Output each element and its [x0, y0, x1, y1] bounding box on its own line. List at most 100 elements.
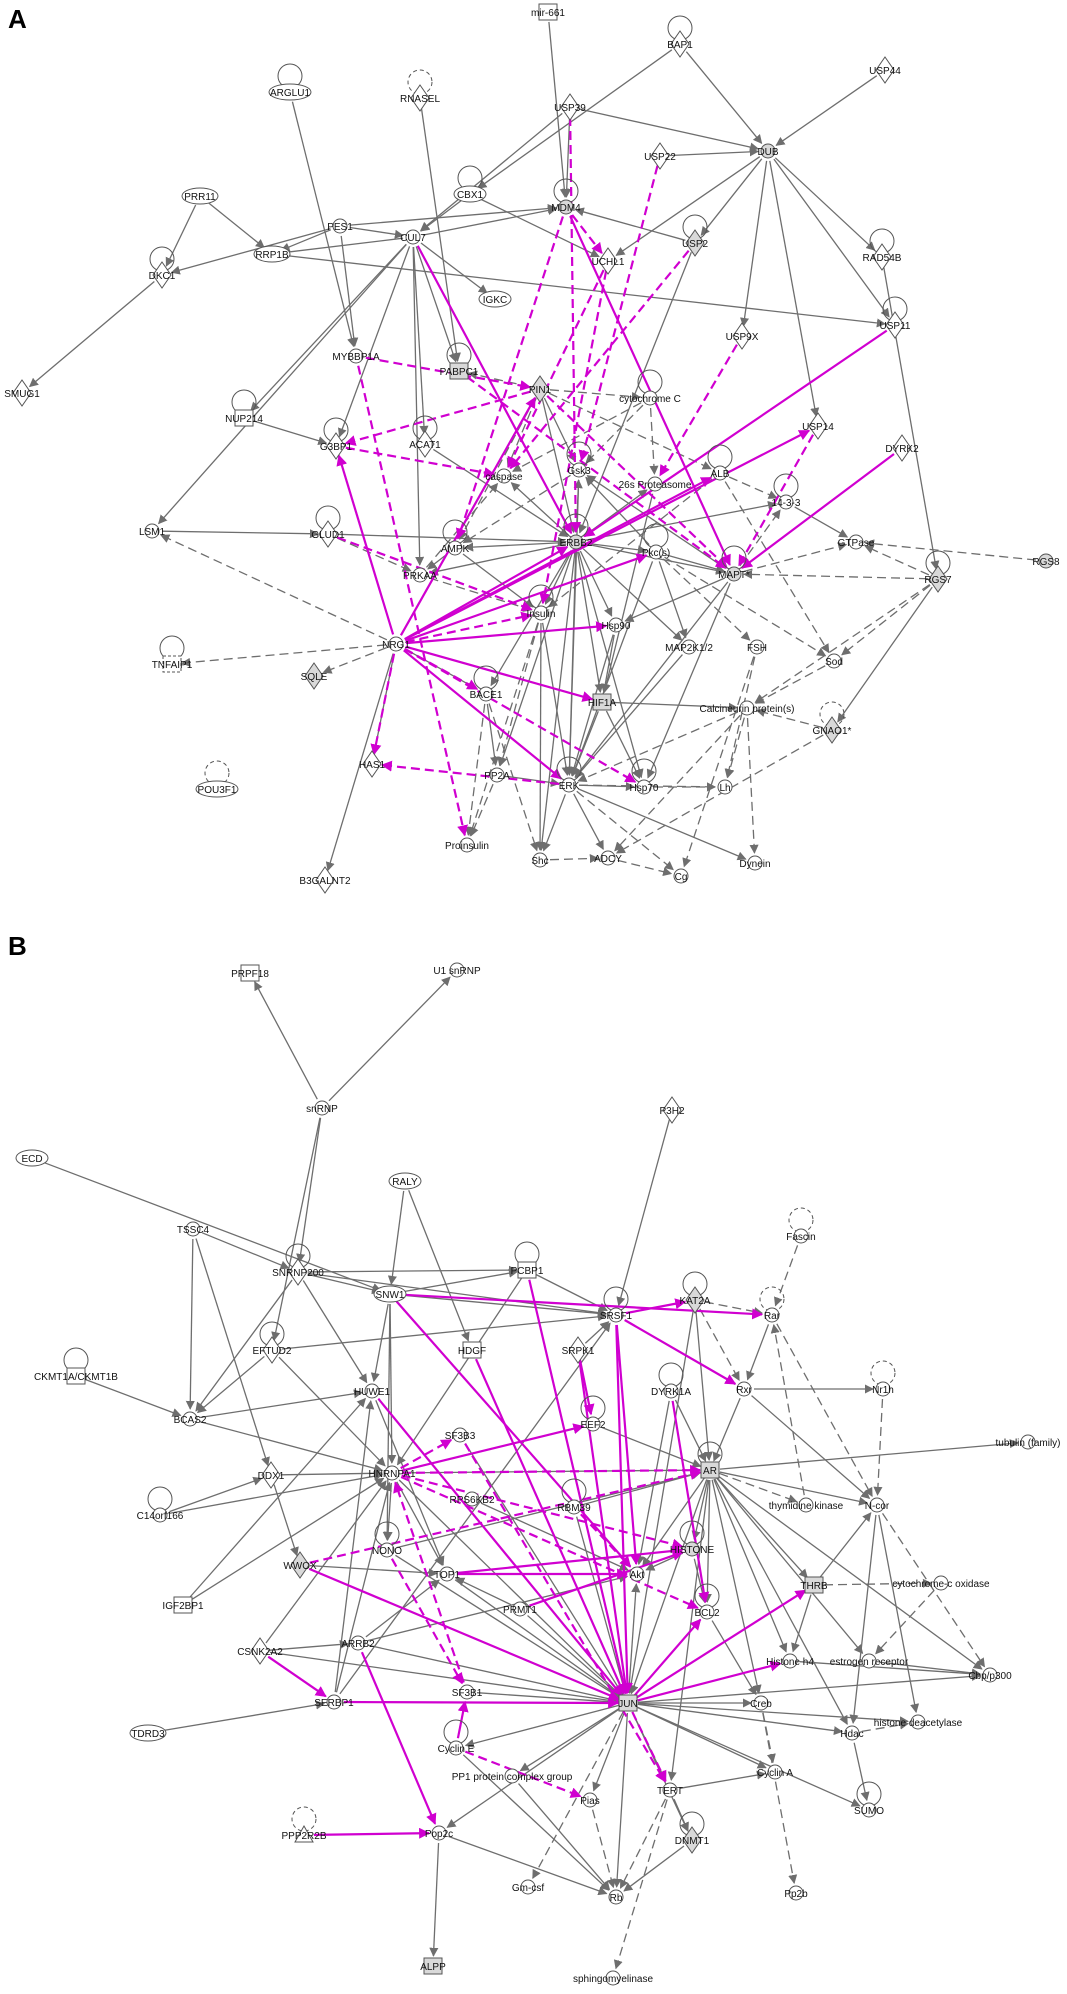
node-26s-proteasome[interactable]: 26s Proteasome — [619, 476, 692, 492]
node-gm-csf[interactable]: Gm-csf — [512, 1879, 544, 1895]
node-rgs8[interactable]: RGS8 — [1032, 553, 1060, 569]
node-pou3f1[interactable]: POU3F1 — [195, 760, 239, 798]
node-ar[interactable]: AR — [697, 1441, 723, 1479]
node-usp11[interactable]: USP11 — [880, 296, 911, 339]
node-rbm39[interactable]: RBM39 — [557, 1478, 591, 1515]
node-sod[interactable]: Sod — [825, 653, 843, 669]
node-rnasel[interactable]: RNASEL — [400, 69, 440, 112]
node-tssc4[interactable]: TSSC4 — [177, 1221, 210, 1237]
node-bap1[interactable]: BAP1 — [667, 15, 693, 58]
node-lh[interactable]: Lh — [717, 779, 733, 795]
node-dynein[interactable]: Dynein — [739, 855, 771, 871]
node-srsf1[interactable]: SRSF1 — [600, 1286, 633, 1323]
node-nr1h[interactable]: Nr1h — [870, 1360, 896, 1397]
node-fsh[interactable]: FSH — [747, 639, 767, 655]
node-fascin[interactable]: Fascin — [786, 1207, 816, 1244]
node-smug1[interactable]: SMUG1 — [4, 379, 40, 407]
node-lsm1[interactable]: LSM1 — [139, 523, 166, 539]
node-uchl1[interactable]: UCHL1 — [592, 247, 625, 275]
node-c14orf166[interactable]: C14orf166 — [137, 1486, 184, 1523]
node-proinsulin[interactable]: Proinsulin — [445, 837, 489, 853]
node-g3bp1[interactable]: G3BP1 — [320, 417, 353, 460]
node-pop2c[interactable]: Pop2c — [425, 1825, 453, 1841]
node-b3galnt2[interactable]: B3GALNT2 — [299, 866, 351, 894]
node-hdgf[interactable]: HDGF — [458, 1341, 486, 1359]
node-ecd[interactable]: ECD — [15, 1149, 49, 1167]
node-tubulin-family[interactable]: tubulin (family) — [995, 1434, 1061, 1450]
node-cbp-p300[interactable]: Cbp/p300 — [968, 1667, 1012, 1683]
node-rrp1b[interactable]: RRP1B — [253, 245, 291, 263]
node-igf2bp1[interactable]: IGF2BP1 — [162, 1596, 204, 1614]
node-gnao1[interactable]: GNAO1* — [813, 701, 852, 744]
node-dyrk1a[interactable]: DYRK1A — [651, 1362, 691, 1399]
node-usp14[interactable]: USP14 — [802, 412, 834, 440]
node-pabpc1[interactable]: PABPC1 — [440, 342, 479, 380]
node-dnmt1[interactable]: DNMT1 — [675, 1811, 710, 1854]
node-jun[interactable]: JUN — [618, 1694, 638, 1712]
node-nrg1[interactable]: NRG1 — [382, 636, 410, 652]
node-gsk3[interactable]: Gsk3 — [566, 441, 592, 478]
node-igkc[interactable]: IGKC — [478, 290, 512, 308]
node-histone[interactable]: HISTONE — [670, 1520, 715, 1557]
node-histone-deacetylase[interactable]: histone deacetylase — [874, 1714, 963, 1730]
node-pp1-protein-complex-group[interactable]: PP1 protein complex group — [452, 1768, 573, 1784]
node-insulin[interactable]: Insulin — [527, 584, 556, 621]
node-mapt[interactable]: MAPT* — [718, 545, 750, 582]
node-cyclin-e[interactable]: Cyclin E — [438, 1719, 475, 1756]
node-hsp90[interactable]: Hsp90 — [602, 617, 631, 633]
node-ckmt1a-ckmt1b[interactable]: CKMT1A/CKMT1B — [34, 1347, 118, 1385]
node-akt[interactable]: Akt — [629, 1566, 645, 1582]
node-prr11[interactable]: PRR11 — [181, 187, 219, 205]
node-tdrd3[interactable]: TDRD3 — [129, 1724, 167, 1742]
node-adcy[interactable]: ADCY — [594, 850, 622, 866]
node-erk[interactable]: ERK — [556, 756, 582, 793]
node-pp2a[interactable]: PP2A — [484, 767, 510, 783]
node-usp2[interactable]: USP2 — [682, 214, 709, 257]
node-wwox[interactable]: WWOX — [283, 1551, 317, 1579]
node-alb[interactable]: ALB — [707, 444, 733, 481]
node-thymidine-kinase[interactable]: thymidine kinase — [769, 1497, 844, 1513]
node-top1[interactable]: TOP1 — [434, 1566, 460, 1582]
node-dyrk2[interactable]: DYRK2 — [885, 434, 919, 462]
node-ppp2r2b[interactable]: PPP2R2B — [281, 1806, 327, 1843]
node-gtpase[interactable]: GTPase — [838, 534, 875, 550]
node-arrb2[interactable]: ARRB2 — [341, 1635, 375, 1651]
node-eef2[interactable]: EEF2 — [580, 1395, 606, 1432]
node-csnk2a2[interactable]: CSNK2A2 — [237, 1637, 283, 1665]
node-sumo[interactable]: SUMO — [854, 1781, 884, 1818]
node-pin1[interactable]: PIN1 — [529, 375, 552, 403]
node-thrb[interactable]: THRB — [800, 1576, 828, 1594]
node-rb[interactable]: Rb — [608, 1889, 624, 1905]
node-nono[interactable]: NONO — [372, 1521, 402, 1558]
node-histone-h4[interactable]: Histone h4 — [766, 1653, 814, 1669]
node-n-cor[interactable]: N-cor — [865, 1497, 890, 1513]
node-rps6kb2[interactable]: RPS6KB2 — [449, 1491, 495, 1507]
node-hif1a[interactable]: HIF1A — [588, 693, 617, 711]
node-prpf18[interactable]: PRPF18 — [231, 964, 269, 982]
node-mybbp1a[interactable]: MYBBP1A — [332, 348, 380, 364]
node-pcbp1[interactable]: PCBP1 — [511, 1241, 544, 1279]
node-hsp70[interactable]: Hsp70 — [630, 758, 659, 795]
node-cytochrome-c[interactable]: cytochrome C — [619, 369, 681, 406]
node-cytochrome-c-oxidase[interactable]: cytochrome-c oxidase — [892, 1575, 990, 1591]
node-ddx1[interactable]: DDX1 — [258, 1461, 285, 1489]
node-arglu1[interactable]: ARGLU1 — [268, 63, 312, 101]
node-snrnp[interactable]: snRNP — [306, 1100, 338, 1116]
node-mir-661[interactable]: mir-661 — [531, 3, 565, 21]
node-pkc-s[interactable]: Pkc(s) — [642, 523, 670, 560]
node-usp22[interactable]: USP22 — [644, 142, 676, 170]
node-kat2a[interactable]: KAT2A — [680, 1271, 711, 1314]
node-calcineurin-protein-s[interactable]: Calcineurin protein(s) — [699, 700, 795, 716]
node-srpk1[interactable]: SRPK1 — [562, 1336, 595, 1364]
node-mdm4[interactable]: MDM4 — [551, 178, 581, 215]
node-rad54b[interactable]: RAD54B — [863, 228, 902, 271]
node-usp44[interactable]: USP44 — [869, 56, 901, 84]
node-u1-snrnp[interactable]: U1 snRNP — [433, 962, 481, 978]
node-cg[interactable]: Cg — [673, 868, 689, 884]
node-prkaa[interactable]: PRKAA — [403, 567, 437, 583]
node-rxr[interactable]: Rxr — [736, 1381, 752, 1397]
node-sf3b1[interactable]: SF3B1 — [452, 1684, 483, 1700]
node-pes1[interactable]: PES1 — [327, 218, 353, 234]
node-usp39[interactable]: USP39 — [554, 93, 586, 121]
node-p3h2[interactable]: P3H2 — [659, 1096, 685, 1124]
